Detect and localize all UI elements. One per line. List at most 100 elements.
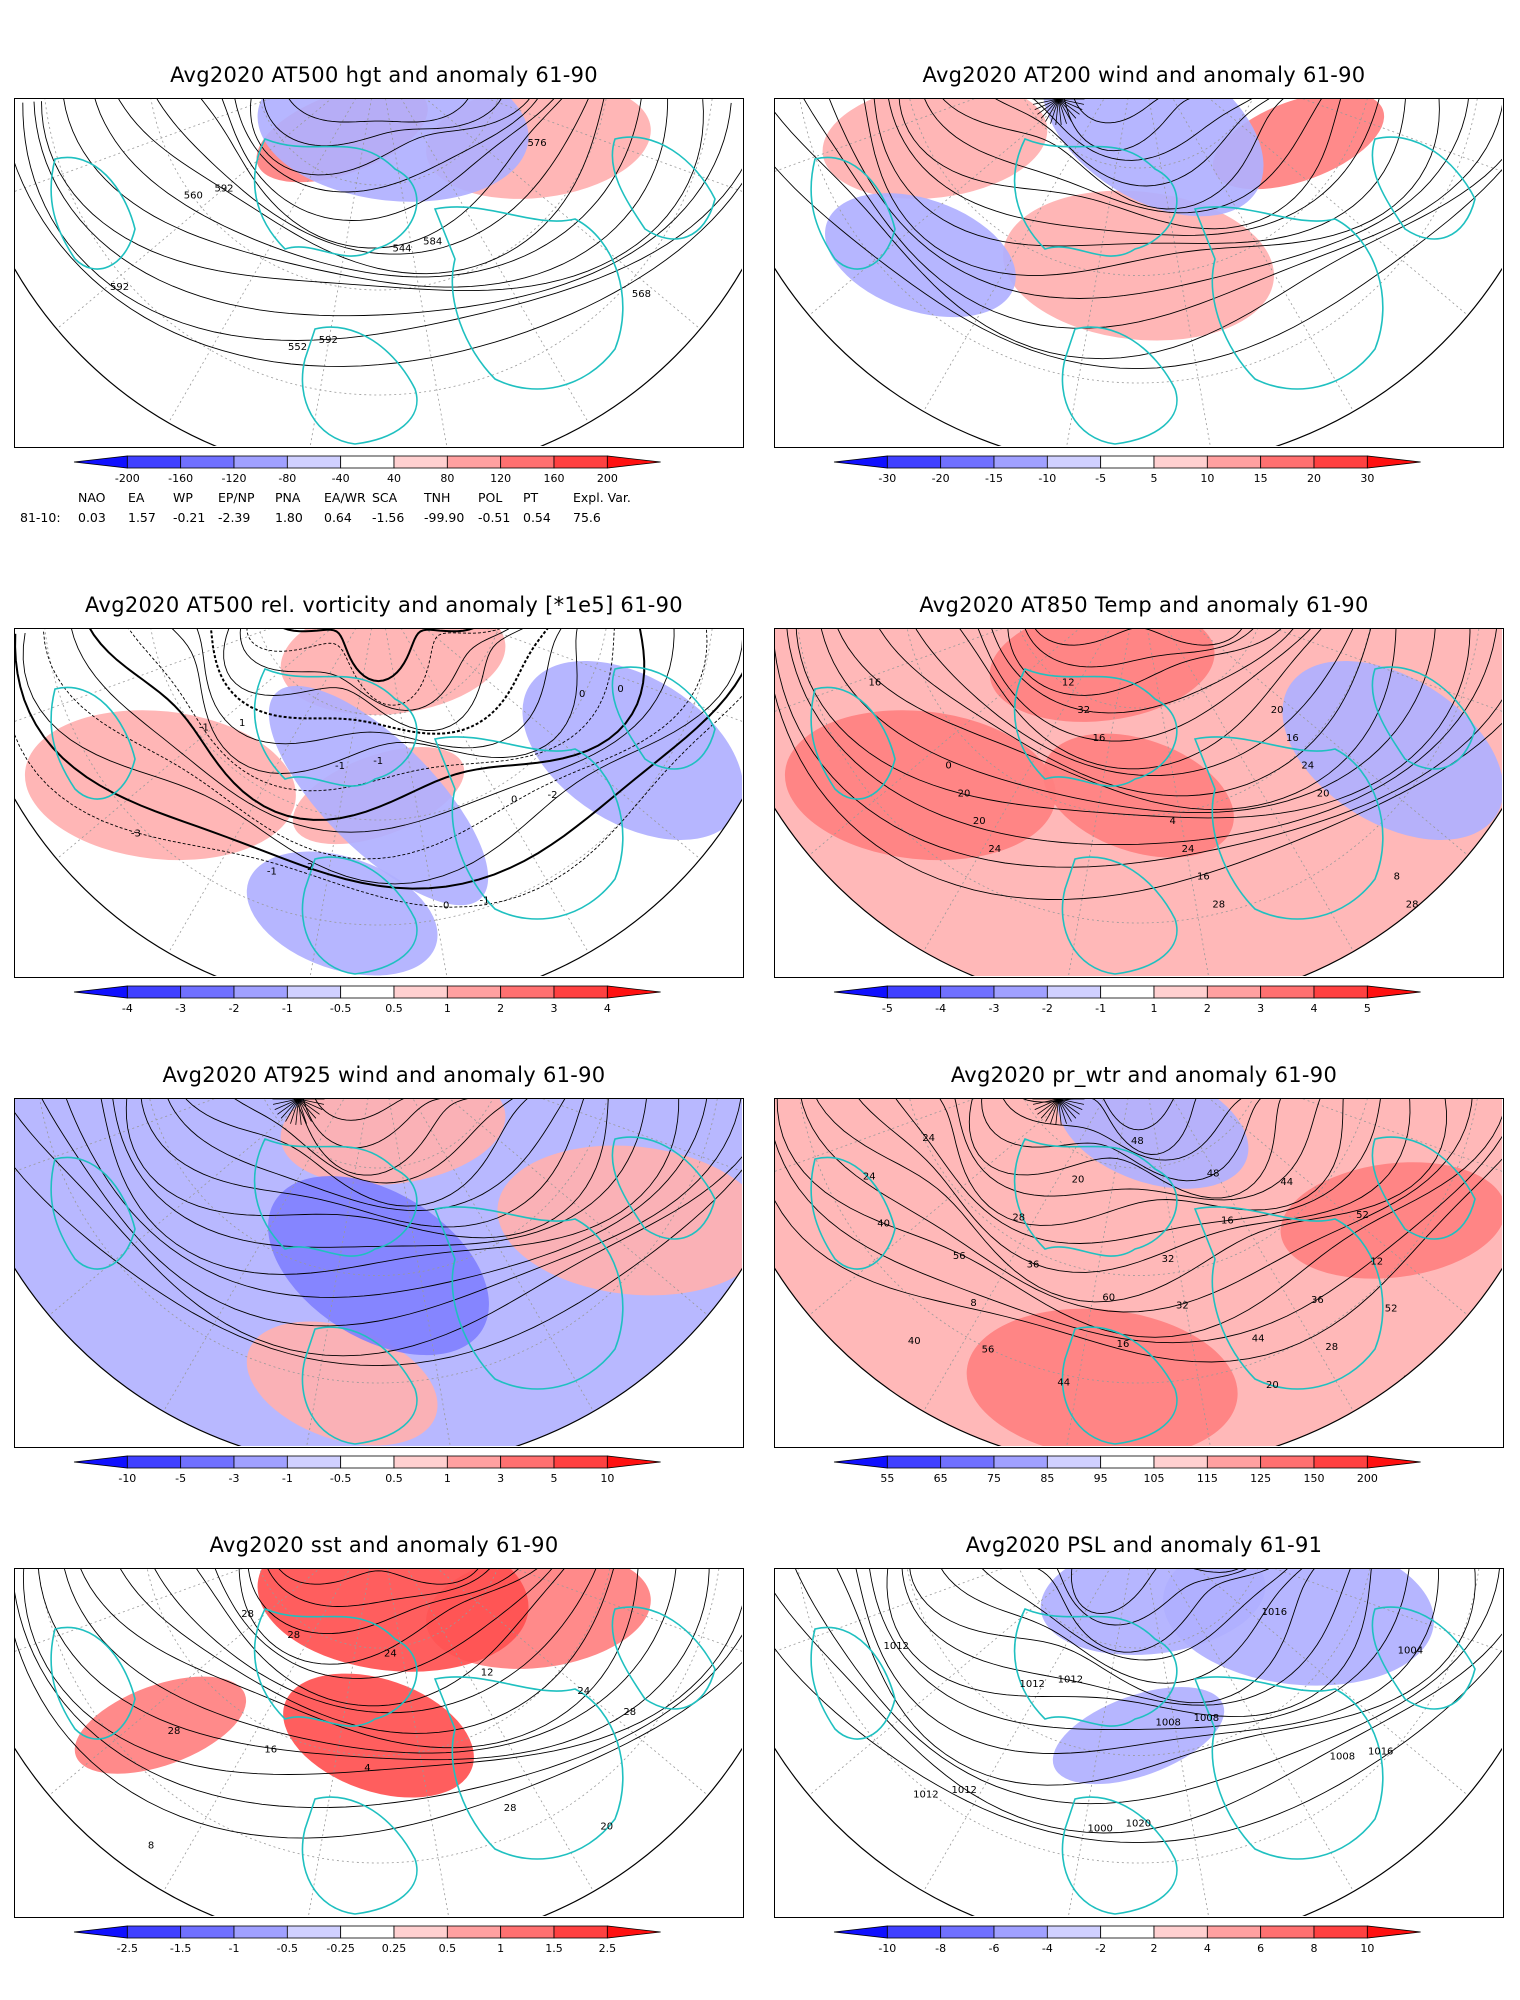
colorbar-tick-label: 0.5 (439, 1942, 457, 1955)
meridian-line (901, 629, 1139, 976)
field-contour (775, 1569, 1502, 1844)
chart-title: Avg2020 AT200 wind and anomaly 61-90 (922, 63, 1366, 87)
meridian-line (378, 629, 742, 748)
meridian-line (378, 1099, 462, 1446)
colorbar-swatch (553, 1925, 608, 1939)
contour-label: 28 (1012, 1213, 1025, 1224)
contour-label: 40 (908, 1336, 921, 1347)
contour-label: 40 (877, 1218, 890, 1229)
colorbar: -200 -160 -120 -80 -40 40 80 120 160 200 (34, 452, 734, 502)
meridian-line (378, 629, 610, 976)
teleconnection-value: 0.64 (324, 510, 352, 525)
field-contour (858, 99, 1440, 276)
panel-vort500: Avg2020 AT500 rel. vorticity and anomaly… (14, 590, 754, 1060)
pole-convergence-line (295, 1099, 299, 1125)
contour-label: 16 (1221, 1216, 1234, 1227)
colorbar-tick-label: -8 (935, 1942, 946, 1955)
field-contour (776, 1099, 1502, 1338)
contour-label: 1008 (1330, 1751, 1355, 1762)
meridian-line (1138, 99, 1222, 446)
colorbar-swatch (340, 1455, 395, 1469)
colorbar: -10 -5 -3 -1 -0.5 0.5 1 3 5 10 (34, 1452, 734, 1502)
field-contour (992, 99, 1290, 161)
map-disc: 52 56 48 44 40 36 32 28 24 20 16 12 8 16 20 24 28 32 36 40 4… (775, 1099, 1502, 1446)
map-disc (775, 99, 1502, 446)
field-contour (15, 634, 742, 908)
colorbar-swatch (1046, 1925, 1102, 1939)
field-contour (150, 99, 595, 255)
pole-convergence-line (274, 1099, 299, 1110)
field-contour (214, 99, 567, 221)
map-disc: -1 1 -2 2 0 -1 -3 0 -1 0 -1 0 -1 (15, 629, 742, 976)
pole-convergence-line (1050, 99, 1059, 124)
teleconnection-value-row: 81-10: 0.03 1.57 -0.21 -2.39 1.80 0.64 -1.56 -99… (20, 510, 760, 526)
field-contour (109, 1099, 649, 1248)
contour-label: 16 (1286, 733, 1299, 744)
field-contour (271, 1569, 486, 1585)
field-contour (1028, 629, 1249, 646)
meridian-line (15, 1569, 379, 1824)
colorbar-swatch (340, 455, 395, 469)
colorbar-swatch (393, 1925, 448, 1939)
field-contour (984, 629, 1311, 714)
coastline (433, 1206, 624, 1390)
colorbar-tick-label: 125 (1250, 1472, 1271, 1485)
field-contour (830, 1569, 1476, 1786)
colorbar-tick-label: 2 (1151, 1942, 1158, 1955)
colorbar-tick-label: 3 (551, 1002, 558, 1015)
field-contour (204, 1569, 570, 1679)
meridian-line (775, 1569, 1139, 1824)
anomaly-patch (1162, 1569, 1434, 1686)
colorbar-tick-label: -10 (118, 1472, 136, 1485)
latitude-circle (901, 1099, 1376, 1276)
colorbar-swatch (940, 455, 995, 469)
coastline (810, 156, 896, 270)
teleconnection-value: 1.57 (128, 510, 156, 525)
coastline (50, 156, 136, 270)
contour-label: 544 (392, 243, 411, 254)
field-contour (904, 629, 1363, 777)
colorbar-swatch (126, 985, 182, 999)
colorbar-tick-label: 1 (497, 1942, 504, 1955)
contour-label: 16 (1197, 872, 1210, 883)
field-contour (940, 1099, 1340, 1201)
colorbar-swatch (1206, 1925, 1262, 1939)
latitude-circle (34, 1099, 723, 1384)
colorbar-arrow-right (1366, 455, 1421, 469)
field-contour (95, 1099, 680, 1275)
colorbar-swatch (1046, 1455, 1102, 1469)
chart-title: Avg2020 AT850 Temp and anomaly 61-90 (919, 593, 1369, 617)
contour-label: 1012 (951, 1785, 976, 1796)
colorbar-tick-label: -80 (278, 472, 296, 485)
meridian-line (775, 99, 1139, 344)
meridian-line (775, 1099, 1139, 1202)
pole-convergence-line (298, 1099, 317, 1119)
colorbar-swatch (1100, 455, 1155, 469)
coastline (1061, 326, 1178, 445)
colorbar-swatch (886, 1925, 942, 1939)
colorbar-swatch (393, 985, 448, 999)
map-frame (774, 98, 1504, 448)
colorbar-tick-label: -3 (989, 1002, 1000, 1015)
meridian-line (1055, 1099, 1139, 1446)
colorbar-tick-label: -10 (1038, 472, 1056, 485)
colorbar-tick-label: 160 (544, 472, 565, 485)
colorbar-tick-label: 2 (497, 1002, 504, 1015)
colorbar-swatch (553, 1455, 608, 1469)
colorbar-svg: -30 -20 -15 -10 -5 5 10 15 20 30 (833, 455, 1421, 485)
teleconnection-value: -0.21 (173, 510, 206, 525)
contour-label: 24 (863, 1172, 876, 1183)
field-contour (958, 99, 1314, 187)
pole-convergence-line (1032, 99, 1059, 105)
field-contour (808, 1099, 1447, 1303)
colorbar-arrow-left (833, 985, 888, 999)
contour-label: 28 (1406, 900, 1419, 911)
pole-convergence-line (1058, 99, 1072, 122)
field-contour (58, 1099, 710, 1298)
meridian-line (141, 1569, 379, 1916)
meridian-line (1138, 1099, 1222, 1446)
colorbar-tick-label: -15 (985, 472, 1003, 485)
pole-convergence-line (298, 1099, 302, 1125)
teleconnection-column-header: PNA (275, 490, 301, 505)
field-contour (239, 629, 531, 711)
